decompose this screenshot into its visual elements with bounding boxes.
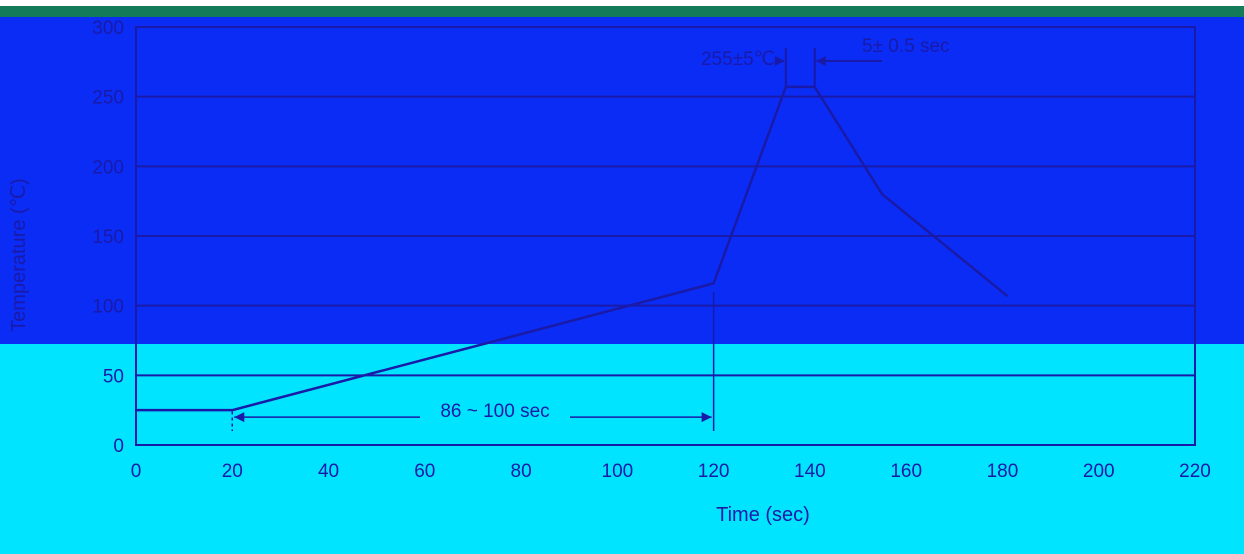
background-top [0, 10, 1244, 344]
peak-temperature-label: 255±5℃ [701, 49, 775, 70]
x-tick-label-80: 80 [511, 461, 532, 482]
series-point-2 [712, 282, 715, 285]
dwell-arrowhead-left [234, 412, 245, 423]
series-layer [135, 85, 1009, 412]
series-point-1 [231, 409, 234, 411]
x-tick-label-0: 0 [131, 461, 142, 482]
peak-time-label: 5± 0.5 sec [862, 36, 950, 57]
x-tick-label-160: 160 [890, 461, 922, 482]
y-tick-label-300: 300 [92, 18, 124, 39]
peak-temp-arrowhead [774, 56, 785, 66]
background-bottom [0, 344, 1244, 554]
series-point-0 [135, 409, 137, 411]
grid-lines [136, 95, 1195, 377]
x-tick-label-140: 140 [794, 461, 826, 482]
y-tick-label-100: 100 [92, 297, 124, 318]
y-tick-label-150: 150 [92, 227, 124, 248]
x-axis-title: Time (sec) [716, 504, 810, 526]
series-point-6 [1006, 295, 1009, 297]
plot-frame [135, 26, 1196, 446]
x-tick-label-220: 220 [1179, 461, 1211, 482]
x-tick-label-180: 180 [987, 461, 1019, 482]
annotations [231, 48, 882, 431]
dwell-time-label: 86 ~ 100 sec [440, 401, 549, 422]
tick-labels: 0 50 100 150 200 250 300 0 20 40 60 80 100 120 140 160 1… [92, 18, 1211, 482]
x-tick-label-100: 100 [602, 461, 634, 482]
y-tick-label-50: 50 [103, 366, 124, 387]
series-point-4 [813, 86, 816, 88]
y-tick-label-200: 200 [92, 157, 124, 178]
y-axis-title: Temperature (℃) [8, 178, 30, 332]
dwell-arrowhead-right [701, 412, 712, 423]
y-tick-label-250: 250 [92, 88, 124, 109]
peak-time-arrowhead [815, 56, 826, 66]
x-tick-label-40: 40 [318, 461, 339, 482]
x-tick-label-20: 20 [222, 461, 243, 482]
top-strip [0, 6, 1244, 17]
x-tick-label-120: 120 [698, 461, 730, 482]
series-point-3 [785, 86, 787, 88]
x-tick-label-200: 200 [1083, 461, 1115, 482]
series-point-5 [881, 193, 883, 195]
x-tick-label-60: 60 [414, 461, 435, 482]
y-tick-label-0: 0 [113, 436, 124, 457]
